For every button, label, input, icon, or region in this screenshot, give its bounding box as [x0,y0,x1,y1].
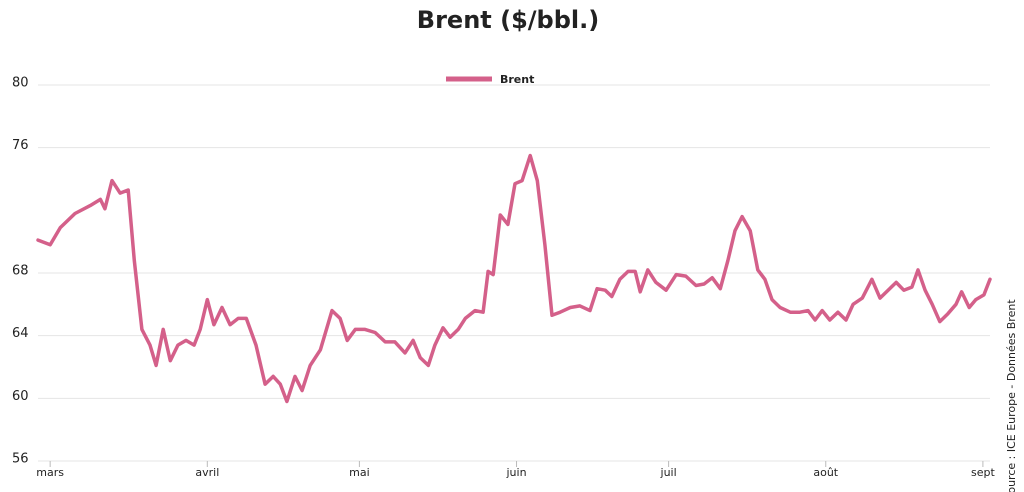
x-tick-label: juil [660,466,677,479]
y-tick-label: 64 [12,326,29,341]
data-line [36,153,992,404]
x-tick-label: avril [195,466,219,479]
chart-title: Brent ($/bbl.) [417,6,599,34]
y-tick-label: 68 [12,264,29,279]
y-tick-label: 80 [12,76,29,91]
x-tick-label: mai [349,466,370,479]
source-note: Source : ICE Europe - Données Brent [1005,299,1018,492]
x-tick-label: mars [36,466,64,479]
x-tick-label: sept [971,466,995,479]
x-tick-label: juin [506,466,527,479]
y-tick-label: 76 [12,138,29,153]
y-tick-label: 56 [12,452,29,467]
x-tick-label: août [813,466,838,479]
y-tick-label: 60 [12,389,29,404]
legend-label: Brent [500,73,534,86]
